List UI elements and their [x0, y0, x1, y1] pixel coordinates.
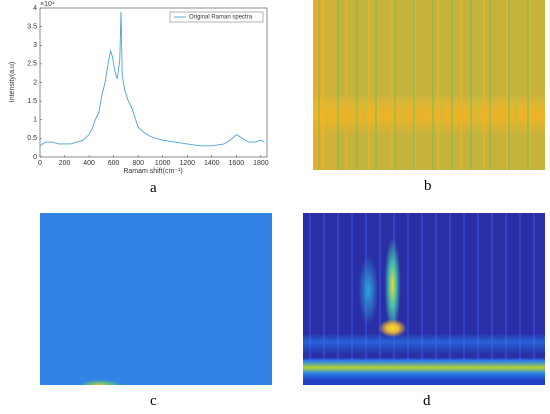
x-tick-label: 1400 — [204, 160, 220, 167]
y-tick-label: 4 — [33, 5, 37, 12]
y-multiplier: ×10⁴ — [40, 1, 55, 8]
heatmap-c — [40, 213, 272, 385]
y-tick-label: 1 — [33, 117, 37, 124]
spectrum-line — [39, 11, 265, 147]
legend-box — [169, 11, 264, 23]
x-tick-label: 800 — [132, 160, 144, 167]
scalogram-d — [303, 213, 545, 385]
x-tick-label: 600 — [108, 160, 120, 167]
x-tick-label: 1600 — [229, 160, 245, 167]
y-tick-label: 3 — [33, 42, 37, 49]
x-axis-label: Ramam shift(cm⁻¹) — [123, 168, 182, 175]
y-tick-label: 2.5 — [27, 61, 37, 68]
x-tick-label: 1200 — [179, 160, 195, 167]
y-tick-label: 1.5 — [27, 98, 37, 105]
x-tick-label: 200 — [59, 160, 71, 167]
panel-label: d — [423, 393, 431, 409]
panel-label: c — [150, 393, 157, 409]
y-tick-label: 0 — [33, 154, 37, 161]
y-tick-label: 0.5 — [27, 135, 37, 142]
panel-label: a — [150, 180, 157, 196]
x-tick-label: 1800 — [253, 160, 269, 167]
x-tick-label: 0 — [38, 160, 42, 167]
y-tick-label: 3.5 — [27, 23, 37, 30]
heatmap-b — [313, 0, 545, 170]
x-tick-label: 400 — [83, 160, 95, 167]
y-tick-label: 2 — [33, 79, 37, 86]
y-axis-label: Intensity(a.u) — [9, 62, 16, 102]
legend-label: Original Raman spectra — [189, 15, 253, 21]
chart: ×10⁴ Ramam shift(cm⁻¹) Intensity(a.u) 0 2… — [9, 1, 269, 175]
x-tick-label: 1000 — [155, 160, 171, 167]
panel-label: b — [424, 178, 432, 194]
plot-frame — [39, 7, 268, 158]
